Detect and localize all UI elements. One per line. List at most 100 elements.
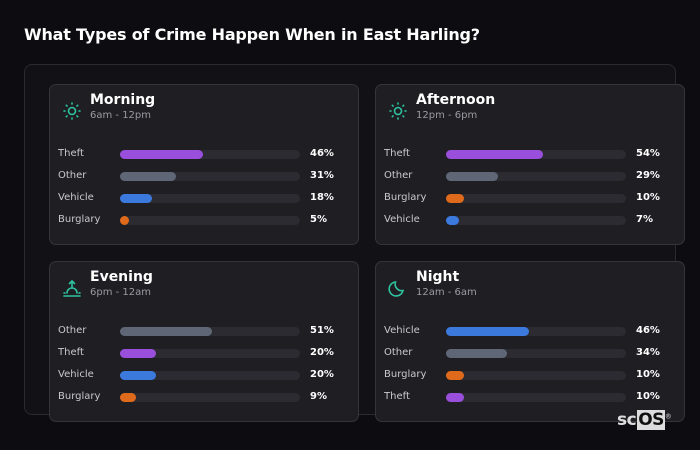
bar-row: Vehicle 18% — [58, 192, 348, 206]
category-label: Theft — [58, 347, 84, 358]
sun-icon — [389, 102, 407, 120]
bar-row: Theft 54% — [384, 148, 674, 162]
category-label: Theft — [384, 391, 410, 402]
bar-row: Theft 10% — [384, 391, 674, 405]
bar-track — [446, 393, 626, 402]
card-evening: Evening 6pm - 12am Other 51% Theft 20% V… — [49, 261, 359, 422]
value-label: 9% — [310, 391, 327, 402]
bar-row: Vehicle 7% — [384, 214, 674, 228]
category-label: Burglary — [384, 369, 427, 380]
bar-row: Theft 20% — [58, 347, 348, 361]
bar-track — [120, 349, 300, 358]
bar-row: Burglary 10% — [384, 369, 674, 383]
bar-vehicle — [120, 371, 156, 380]
bar-row: Other 34% — [384, 347, 674, 361]
bar-theft — [446, 150, 544, 159]
bar-track — [120, 327, 300, 336]
category-label: Other — [58, 170, 87, 181]
bar-burglary — [120, 216, 129, 225]
bar-row: Vehicle 46% — [384, 325, 674, 339]
card-afternoon: Afternoon 12pm - 6pm Theft 54% Other 29%… — [375, 84, 685, 245]
bar-burglary — [120, 393, 137, 402]
value-label: 31% — [310, 170, 334, 181]
logo-mark: ® — [664, 412, 672, 421]
bar-row: Other 29% — [384, 170, 674, 184]
bar-track — [120, 194, 300, 203]
category-label: Burglary — [58, 214, 101, 225]
value-label: 7% — [636, 214, 653, 225]
card-time-range: 6pm - 12am — [90, 287, 152, 298]
value-label: 20% — [310, 369, 334, 380]
bar-row: Burglary 10% — [384, 192, 674, 206]
category-label: Theft — [384, 148, 410, 159]
bar-track — [446, 349, 626, 358]
category-label: Burglary — [384, 192, 427, 203]
category-label: Theft — [58, 148, 84, 159]
bar-track — [446, 150, 626, 159]
category-label: Vehicle — [384, 325, 420, 336]
card-time-range: 6am - 12pm — [90, 110, 152, 121]
bar-burglary — [446, 194, 464, 203]
bar-row: Burglary 5% — [58, 214, 348, 228]
card-night: Night 12am - 6am Vehicle 46% Other 34% B… — [375, 261, 685, 422]
bar-track — [446, 216, 626, 225]
logo-text: sc — [617, 410, 637, 430]
scos-logo: sc OS® — [616, 410, 672, 430]
bar-theft — [446, 393, 464, 402]
value-label: 54% — [636, 148, 660, 159]
category-label: Other — [384, 170, 413, 181]
bar-other — [120, 172, 176, 181]
bar-other — [446, 172, 499, 181]
bar-vehicle — [446, 327, 529, 336]
moon-icon — [388, 281, 405, 297]
bar-track — [446, 172, 626, 181]
bar-track — [446, 194, 626, 203]
category-label: Burglary — [58, 391, 101, 402]
value-label: 29% — [636, 170, 660, 181]
sun-icon — [63, 102, 81, 120]
category-label: Other — [384, 347, 413, 358]
value-label: 10% — [636, 192, 660, 203]
logo-text-box: OS — [637, 410, 665, 430]
card-time-range: 12pm - 6pm — [416, 110, 478, 121]
value-label: 46% — [310, 148, 334, 159]
card-title: Afternoon — [416, 92, 496, 108]
bar-theft — [120, 150, 203, 159]
card-title: Evening — [90, 269, 153, 285]
bar-track — [120, 172, 300, 181]
sunset-icon — [63, 279, 81, 297]
value-label: 46% — [636, 325, 660, 336]
category-label: Other — [58, 325, 87, 336]
value-label: 10% — [636, 391, 660, 402]
page-title: What Types of Crime Happen When in East … — [24, 25, 480, 44]
bar-row: Other 51% — [58, 325, 348, 339]
bar-row: Burglary 9% — [58, 391, 348, 405]
bar-track — [120, 216, 300, 225]
bar-row: Other 31% — [58, 170, 348, 184]
card-title: Morning — [90, 92, 156, 108]
value-label: 34% — [636, 347, 660, 358]
bar-vehicle — [446, 216, 459, 225]
category-label: Vehicle — [58, 192, 94, 203]
bar-track — [120, 393, 300, 402]
bar-row: Theft 46% — [58, 148, 348, 162]
category-label: Vehicle — [384, 214, 420, 225]
bar-track — [120, 371, 300, 380]
value-label: 10% — [636, 369, 660, 380]
bar-other — [120, 327, 212, 336]
card-time-range: 12am - 6am — [416, 287, 477, 298]
value-label: 5% — [310, 214, 327, 225]
bar-other — [446, 349, 508, 358]
bar-vehicle — [120, 194, 153, 203]
value-label: 20% — [310, 347, 334, 358]
bar-track — [446, 371, 626, 380]
card-title: Night — [416, 269, 460, 285]
card-morning: Morning 6am - 12pm Theft 46% Other 31% V… — [49, 84, 359, 245]
bar-row: Vehicle 20% — [58, 369, 348, 383]
value-label: 18% — [310, 192, 334, 203]
bar-track — [120, 150, 300, 159]
bar-theft — [120, 349, 156, 358]
value-label: 51% — [310, 325, 334, 336]
bar-track — [446, 327, 626, 336]
category-label: Vehicle — [58, 369, 94, 380]
